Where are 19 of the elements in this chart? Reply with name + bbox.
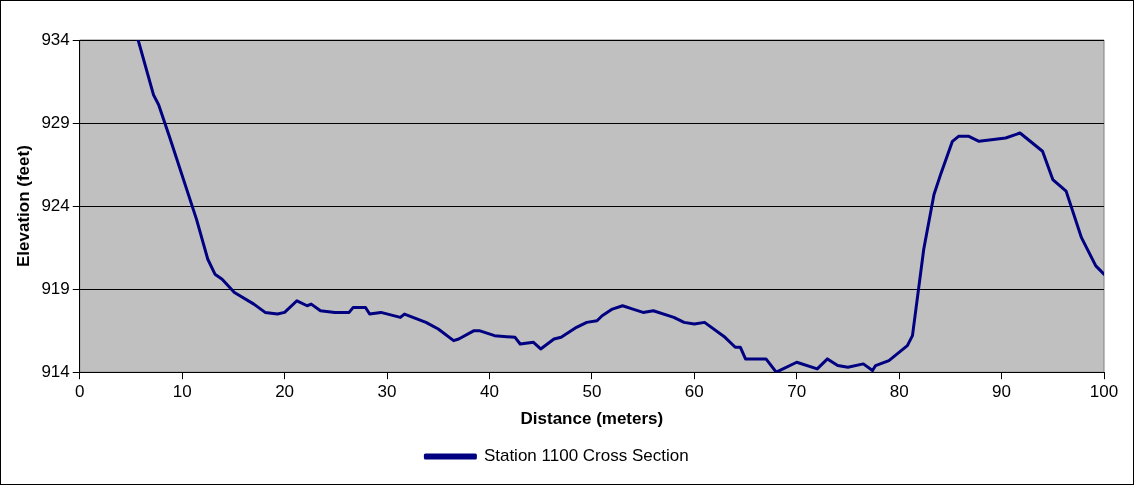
x-tick-label: 90 — [992, 382, 1012, 402]
x-tick-label: 80 — [889, 382, 909, 402]
x-tick-label: 50 — [582, 382, 602, 402]
x-tick-label: 20 — [275, 382, 295, 402]
x-tick-label: 100 — [1089, 382, 1119, 402]
x-tick-label: 70 — [787, 382, 807, 402]
x-tick-label: 30 — [377, 382, 397, 402]
x-axis-title: Distance (meters) — [520, 409, 664, 429]
y-tick-label: 929 — [41, 112, 70, 132]
x-tick-label: 0 — [75, 382, 85, 402]
y-axis-title: Elevation (feet) — [13, 145, 33, 268]
legend-label: Station 1100 Cross Section — [483, 446, 689, 466]
y-tick-label: 924 — [41, 195, 70, 215]
x-tick-label: 40 — [480, 382, 499, 402]
y-tick-label: 919 — [41, 278, 70, 298]
y-tick-label: 914 — [41, 361, 70, 381]
x-tick-label: 60 — [684, 382, 704, 402]
y-tick-label: 934 — [41, 29, 70, 49]
x-tick-label: 10 — [172, 382, 192, 402]
